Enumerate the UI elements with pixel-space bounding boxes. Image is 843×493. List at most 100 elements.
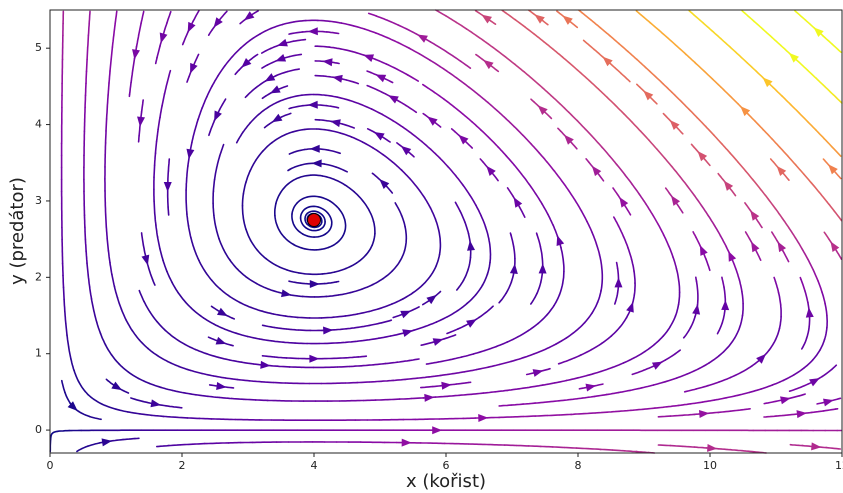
- streamline: [218, 98, 227, 111]
- streamline: [435, 253, 441, 267]
- streamline: [373, 87, 387, 95]
- streamline: [328, 46, 342, 50]
- streamline: [349, 288, 363, 294]
- streamline: [708, 355, 720, 364]
- streamline: [250, 306, 264, 313]
- streamline: [300, 93, 315, 96]
- streamline: [567, 111, 579, 122]
- streamline: [192, 442, 206, 446]
- y-axis-label: y (predátor): [7, 177, 28, 285]
- streamline: [652, 380, 666, 386]
- streamline: [423, 84, 436, 94]
- streamline: [153, 164, 156, 178]
- streamline: [166, 69, 172, 84]
- streamline: [397, 41, 410, 49]
- streamline: [823, 231, 830, 240]
- streamline: [644, 203, 654, 215]
- streamline: [711, 78, 722, 88]
- streamline: [217, 356, 231, 361]
- flow-arrow: [275, 54, 287, 62]
- streamline: [748, 388, 762, 394]
- streamline: [105, 118, 108, 132]
- streamline: [741, 290, 744, 305]
- streamline: [316, 45, 331, 48]
- streamline: [639, 130, 650, 141]
- streamline: [506, 335, 519, 343]
- streamline: [120, 308, 127, 322]
- streamline: [534, 192, 543, 205]
- streamline: [759, 188, 770, 200]
- streamline: [631, 369, 645, 376]
- streamline: [115, 408, 129, 413]
- streamline: [274, 214, 279, 228]
- streamline: [795, 164, 805, 175]
- streamline: [613, 291, 619, 305]
- streamline: [495, 48, 507, 58]
- streamline: [192, 53, 200, 67]
- streamline: [754, 248, 762, 262]
- streamline: [177, 406, 183, 409]
- streamline: [304, 212, 309, 225]
- streamline: [177, 291, 187, 304]
- streamline: [167, 206, 170, 216]
- streamline: [593, 48, 605, 59]
- streamline: [338, 208, 346, 221]
- streamline: [509, 232, 512, 236]
- streamline: [623, 173, 633, 185]
- streamline: [213, 166, 218, 181]
- streamline: [276, 365, 291, 368]
- streamline: [774, 207, 784, 220]
- streamline: [363, 28, 377, 34]
- streamline: [561, 270, 565, 285]
- flow-arrow: [723, 180, 734, 191]
- flow-arrow: [538, 263, 547, 274]
- streamline: [340, 48, 354, 53]
- streamline: [339, 132, 353, 138]
- streamline: [486, 261, 491, 276]
- streamline: [805, 325, 811, 339]
- streamline: [536, 281, 542, 295]
- streamline: [662, 325, 672, 338]
- streamline: [429, 40, 442, 49]
- streamline: [762, 28, 773, 39]
- streamline: [760, 384, 774, 390]
- streamline: [498, 404, 513, 407]
- streamline: [366, 84, 376, 90]
- streamline: [570, 412, 585, 416]
- streamline: [128, 81, 132, 96]
- streamline: [600, 146, 611, 157]
- flow-arrow: [141, 254, 150, 266]
- streamline: [641, 384, 655, 389]
- streamline: [462, 268, 470, 282]
- streamline: [611, 449, 626, 452]
- streamline: [788, 386, 802, 393]
- streamline: [692, 231, 697, 238]
- streamline: [193, 118, 199, 132]
- streamline: [455, 279, 465, 291]
- streamline: [460, 353, 475, 358]
- streamline: [506, 387, 520, 392]
- streamline: [342, 340, 356, 344]
- streamline: [281, 21, 295, 26]
- streamline: [494, 389, 509, 393]
- streamline: [185, 177, 188, 191]
- streamline: [77, 410, 91, 418]
- streamline: [288, 280, 302, 285]
- streamline: [585, 158, 590, 163]
- streamline: [781, 217, 791, 230]
- streamline: [818, 191, 828, 203]
- streamline: [754, 216, 763, 229]
- streamline: [599, 448, 614, 451]
- streamline: [261, 310, 275, 315]
- streamline: [782, 250, 790, 263]
- streamline: [153, 152, 157, 166]
- streamline: [587, 447, 602, 451]
- streamline: [615, 261, 619, 270]
- streamline: [754, 120, 765, 131]
- flow-arrow: [458, 134, 469, 145]
- streamline: [201, 372, 215, 377]
- streamline: [356, 381, 371, 384]
- streamline: [327, 240, 340, 249]
- streamline: [305, 227, 319, 232]
